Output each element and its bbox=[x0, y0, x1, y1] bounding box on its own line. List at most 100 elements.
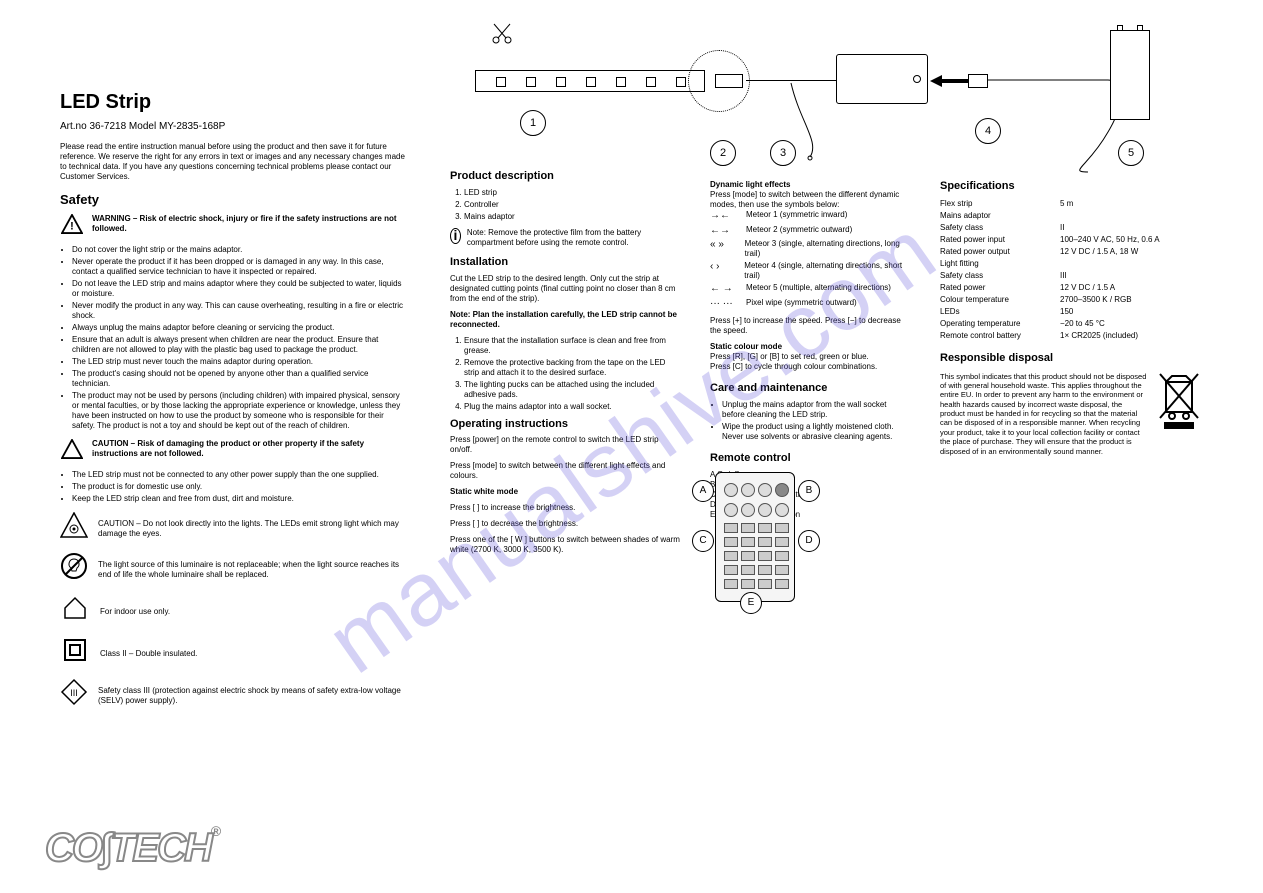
effect-icon: →← bbox=[710, 210, 740, 223]
power-supply bbox=[1110, 30, 1150, 120]
list-item: Always unplug the mains adaptor before c… bbox=[72, 323, 405, 333]
list-item: The lighting pucks can be attached using… bbox=[464, 380, 680, 400]
specs-table: Flex strip5 m Mains adaptor Safety class… bbox=[940, 198, 1200, 342]
list-item: Never modify the product in any way. Thi… bbox=[72, 301, 405, 321]
op-line: Press [power] on the remote control to s… bbox=[450, 435, 680, 455]
led-strip bbox=[475, 70, 705, 92]
list-item: LED strip bbox=[464, 188, 680, 198]
effect-text: Meteor 5 (multiple, alternating directio… bbox=[746, 283, 891, 293]
scissors-icon bbox=[490, 22, 514, 46]
list-item: Ensure that the installation surface is … bbox=[464, 336, 680, 356]
table-row: LEDs150 bbox=[940, 306, 1200, 318]
speed-text: Press [+] to increase the speed. Press [… bbox=[710, 316, 910, 336]
table-row: Operating temperature−20 to 45 °C bbox=[940, 318, 1200, 330]
wiring-diagram: 1 2 3 4 5 bbox=[460, 22, 1200, 172]
operating-heading: Operating instructions bbox=[450, 418, 680, 432]
list-item: Mains adaptor bbox=[464, 212, 680, 222]
remote-diagram bbox=[715, 472, 795, 602]
table-row: Safety classII bbox=[940, 222, 1200, 234]
remote-callout-c: C bbox=[692, 530, 714, 552]
list-item: Controller bbox=[464, 200, 680, 210]
warning-text: WARNING – Risk of electric shock, injury… bbox=[92, 214, 405, 234]
class-iii-icon: III bbox=[60, 678, 88, 714]
disposal-heading: Responsible disposal bbox=[940, 352, 1200, 366]
table-row: Safety classIII bbox=[940, 270, 1200, 282]
effect-text: Pixel wipe (symmetric outward) bbox=[746, 298, 857, 308]
callout-4: 4 bbox=[975, 118, 1001, 144]
list-item: Keep the LED strip clean and free from d… bbox=[72, 494, 405, 504]
list-item: Never operate the product if it has been… bbox=[72, 257, 405, 277]
effect-text: Meteor 1 (symmetric inward) bbox=[746, 210, 847, 220]
table-row: Rated power output12 V DC / 1.5 A, 18 W bbox=[940, 246, 1200, 258]
table-row: Colour temperature2700–3500 K / RGB bbox=[940, 294, 1200, 306]
svg-text:III: III bbox=[70, 688, 78, 698]
indoor-use-text: For indoor use only. bbox=[100, 607, 170, 617]
remote-callout-b: B bbox=[798, 480, 820, 502]
table-row: Light fitting bbox=[940, 258, 1200, 270]
specs-heading: Specifications bbox=[940, 180, 1200, 194]
class-ii-icon bbox=[60, 636, 90, 672]
weee-icon bbox=[1158, 372, 1200, 432]
effect-icon: « » bbox=[710, 239, 739, 252]
list-item: The product is for domestic use only. bbox=[72, 482, 405, 492]
remote-callout-d: D bbox=[798, 530, 820, 552]
description-heading: Product description bbox=[450, 170, 680, 184]
effect-text: Meteor 4 (single, alternating directions… bbox=[744, 261, 910, 281]
product-title: LED Strip bbox=[60, 90, 405, 115]
op-subheading: Static white mode bbox=[450, 487, 680, 497]
eye-caution-icon bbox=[60, 512, 88, 546]
table-row: Flex strip5 m bbox=[940, 198, 1200, 210]
op-line: Press [ ] to increase the brightness. bbox=[450, 503, 680, 513]
safety-column: LED Strip Art.no 36-7218 Model MY-2835-1… bbox=[60, 90, 405, 720]
safety-bullets-1: Do not cover the light strip or the main… bbox=[60, 245, 405, 431]
no-lamp-replace-icon bbox=[60, 552, 88, 588]
remote-callout-a: A bbox=[692, 480, 714, 502]
dynamic-intro: Press [mode] to switch between the diffe… bbox=[710, 190, 910, 210]
caution-text-1: CAUTION – Risk of damaging the product o… bbox=[92, 439, 405, 459]
effect-icon: ←→ bbox=[710, 225, 740, 238]
remote-heading: Remote control bbox=[710, 452, 910, 466]
note-text: Note: Remove the protective film from th… bbox=[467, 228, 680, 248]
controller-box bbox=[836, 54, 928, 104]
class-ii-text: Class II – Double insulated. bbox=[100, 649, 197, 659]
op-line: Press [ ] to decrease the brightness. bbox=[450, 519, 680, 529]
callout-3: 3 bbox=[770, 140, 796, 166]
table-row: Rated power input100–240 V AC, 50 Hz, 0.… bbox=[940, 234, 1200, 246]
list-item: Do not leave the LED strip and mains ada… bbox=[72, 279, 405, 299]
remote-callout-e: E bbox=[740, 592, 762, 614]
list-item: The LED strip must never touch the mains… bbox=[72, 357, 405, 367]
dc-jack bbox=[968, 74, 988, 88]
list-item: Plug the mains adaptor into a wall socke… bbox=[464, 402, 680, 412]
disposal-text: This symbol indicates that this product … bbox=[940, 372, 1148, 456]
install-p1: Cut the LED strip to the desired length.… bbox=[450, 274, 680, 304]
safety-heading: Safety bbox=[60, 192, 405, 208]
rgb-line: Press [C] to cycle through colour combin… bbox=[710, 362, 910, 372]
effect-text: Meteor 2 (symmetric outward) bbox=[746, 225, 852, 235]
info-icon: i bbox=[450, 228, 461, 244]
safety-bullets-2: The LED strip must not be connected to a… bbox=[60, 470, 405, 504]
warning-icon: ! bbox=[60, 214, 84, 239]
instructions-column: Product description LED strip Controller… bbox=[450, 170, 680, 561]
effect-icon: ← → bbox=[710, 283, 740, 296]
care-heading: Care and maintenance bbox=[710, 382, 910, 396]
callout-5: 5 bbox=[1118, 140, 1144, 166]
brand-logo: CO∫TECH® bbox=[45, 823, 219, 873]
dynamic-heading: Dynamic light effects bbox=[710, 180, 910, 190]
effect-icon: ‹ › bbox=[710, 261, 738, 274]
callout-2: 2 bbox=[710, 140, 736, 166]
specs-column: Specifications Flex strip5 m Mains adapt… bbox=[940, 180, 1200, 456]
intro-paragraph: Please read the entire instruction manua… bbox=[60, 142, 405, 182]
class-iii-text: Safety class III (protection against ele… bbox=[98, 686, 405, 706]
eye-caution-text: CAUTION – Do not look directly into the … bbox=[98, 519, 405, 539]
callout-1: 1 bbox=[520, 110, 546, 136]
table-row: Mains adaptor bbox=[940, 210, 1200, 222]
list-item: The LED strip must not be connected to a… bbox=[72, 470, 405, 480]
indoor-use-icon bbox=[60, 594, 90, 630]
rgb-line: Press [R], [G] or [B] to set red, green … bbox=[710, 352, 910, 362]
table-row: Remote control battery1× CR2025 (include… bbox=[940, 330, 1200, 342]
psu-cable bbox=[988, 72, 1128, 182]
op-line: Press one of the [ W ] buttons to switch… bbox=[450, 535, 680, 555]
install-p2: Note: Plan the installation carefully, t… bbox=[450, 310, 680, 330]
list-item: Remove the protective backing from the t… bbox=[464, 358, 680, 378]
svg-text:!: ! bbox=[70, 220, 74, 232]
